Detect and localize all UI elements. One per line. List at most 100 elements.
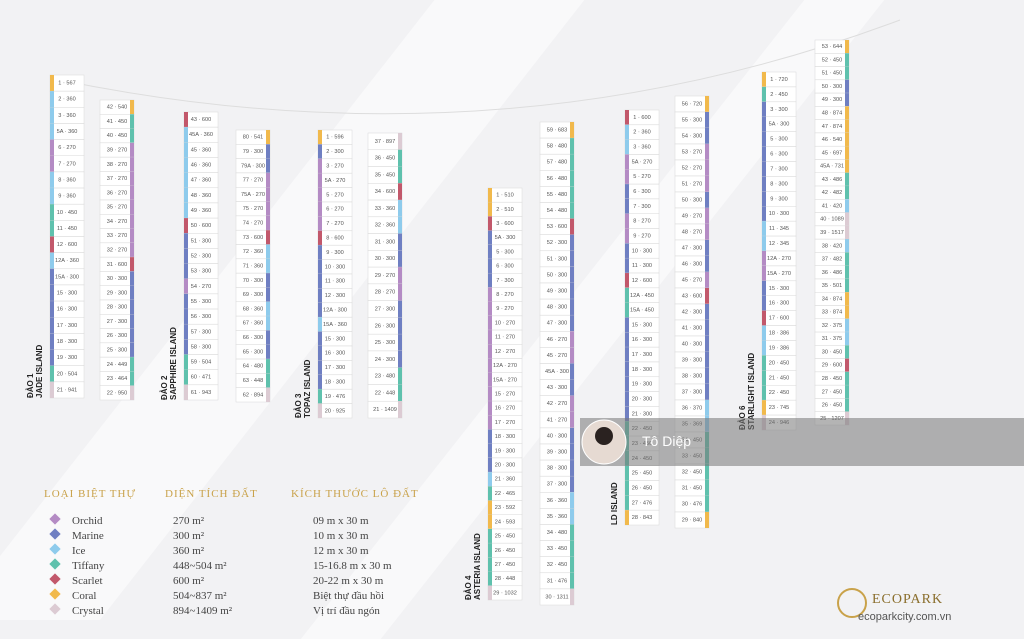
avatar-face — [595, 427, 613, 445]
lot-label: 35 · 450 — [375, 172, 396, 178]
lot-type-strip — [625, 317, 629, 333]
lot-label: 15A · 270 — [493, 377, 517, 383]
lot-label: 21 · 941 — [57, 387, 78, 393]
lot-label: 53 · 300 — [191, 269, 212, 275]
lot-type-strip — [398, 384, 402, 402]
lot-type-strip — [625, 258, 629, 274]
lot-type-strip — [845, 371, 849, 386]
island-name: ĐẢO 1 — [26, 373, 35, 398]
lot-label: 22 · 950 — [107, 390, 128, 396]
lot-label: 23 · 745 — [769, 405, 790, 411]
lot-type-strip — [762, 72, 766, 87]
lot-type-strip — [266, 230, 270, 245]
lot-label: 43 · 486 — [822, 177, 843, 183]
lot-type-strip — [130, 100, 134, 115]
lot-label: 28 · 270 — [375, 290, 396, 296]
legend-type: Tiffany — [72, 560, 105, 572]
lot-type-strip — [50, 284, 54, 302]
lot-label: 51 · 300 — [191, 238, 212, 244]
lot-label: 30 · 1311 — [545, 594, 568, 600]
lot-label: 68 · 360 — [243, 306, 264, 312]
lot-label: 25 · 300 — [375, 340, 396, 346]
lot-label: 15 · 300 — [325, 336, 346, 342]
lot-type-strip — [398, 250, 402, 268]
legend-header: LOẠI BIỆT THỰ — [44, 488, 136, 500]
legend-type: Crystal — [72, 605, 104, 617]
legend-type: Orchid — [72, 515, 103, 527]
lot-type-strip — [50, 236, 54, 253]
lot-type-strip — [705, 336, 709, 352]
lot-type-strip — [625, 273, 629, 288]
lot-label: 35 · 360 — [547, 514, 568, 520]
lot-type-strip — [488, 358, 492, 373]
lot-type-strip — [488, 571, 492, 586]
lot-label: 3 · 600 — [496, 221, 513, 227]
lot-label: 8 · 600 — [326, 235, 343, 241]
lot-label: 41 · 300 — [682, 325, 703, 331]
brand-logo — [837, 588, 867, 618]
lot-label: 22 · 448 — [375, 390, 396, 396]
lot-type-strip — [705, 160, 709, 176]
lot-label: 21 · 450 — [769, 375, 790, 381]
lot-label: 71 · 360 — [243, 263, 264, 269]
lot-label: 55 · 300 — [682, 117, 703, 123]
lot-label: 20 · 925 — [325, 408, 346, 414]
lot-type-strip — [625, 510, 629, 525]
lot-label: 40 · 300 — [547, 433, 568, 439]
lot-label: 38 · 300 — [547, 466, 568, 472]
lot-type-strip — [318, 331, 322, 346]
lot-label: 51 · 270 — [682, 181, 703, 187]
lot-type-strip — [570, 186, 574, 203]
legend-size: 20-22 m x 30 m — [313, 575, 384, 587]
lot-type-strip — [50, 301, 54, 318]
lot-type-strip — [130, 171, 134, 186]
lot-label: 56 · 480 — [547, 176, 568, 182]
lot-label: 32 · 270 — [107, 247, 128, 253]
lot-type-strip — [318, 158, 322, 174]
lot-type-strip — [705, 320, 709, 336]
legend-swatch — [49, 513, 61, 525]
lot-type-strip — [845, 119, 849, 133]
island-name: ĐẢO 4 — [464, 575, 473, 600]
lot-type-strip — [398, 133, 402, 150]
lot-label: 15A · 360 — [323, 322, 347, 328]
lot-type-strip — [570, 556, 574, 573]
lot-label: 7 · 300 — [770, 166, 787, 172]
lot-label: 12 · 600 — [632, 278, 653, 284]
lot-label: 37 · 482 — [822, 257, 843, 263]
lot-label: 20 · 300 — [632, 397, 653, 403]
lot-label: 12 · 600 — [57, 242, 78, 248]
lot-label: 23 · 480 — [375, 374, 396, 380]
overlay-bar — [580, 418, 1024, 466]
lot-type-strip — [488, 429, 492, 444]
lot-type-strip — [762, 161, 766, 177]
lot-type-strip — [570, 572, 574, 589]
lot-label: 6 · 270 — [326, 207, 343, 213]
lot-label: 5 · 270 — [633, 174, 650, 180]
lot-type-strip — [130, 371, 134, 386]
lot-label: 45 · 697 — [822, 150, 843, 156]
lot-label: 57 · 300 — [191, 329, 212, 335]
lot-label: 17 · 300 — [57, 323, 78, 329]
lot-type-strip — [184, 309, 188, 325]
lot-type-strip — [625, 406, 629, 422]
lot-label: 51 · 300 — [547, 256, 568, 262]
lot-type-strip — [625, 332, 629, 348]
lot-label: 45 · 270 — [547, 353, 568, 359]
lot-label: 2 · 510 — [496, 207, 513, 213]
lot-type-strip — [570, 540, 574, 557]
lot-type-strip — [845, 159, 849, 173]
legend-area: 504~837 m² — [173, 590, 227, 602]
lot-label: 49 · 300 — [547, 289, 568, 295]
lot-type-strip — [705, 208, 709, 224]
lot-type-strip — [625, 376, 629, 392]
lot-label: 72 · 360 — [243, 249, 264, 255]
lot-type-strip — [184, 293, 188, 310]
lot-type-strip — [488, 330, 492, 345]
lot-type-strip — [845, 53, 849, 67]
lot-label: 16 · 270 — [495, 406, 516, 412]
lot-label: 21 · 1409 — [373, 407, 397, 413]
lot-type-strip — [130, 142, 134, 158]
lot-type-strip — [130, 300, 134, 315]
lot-type-strip — [50, 333, 54, 350]
